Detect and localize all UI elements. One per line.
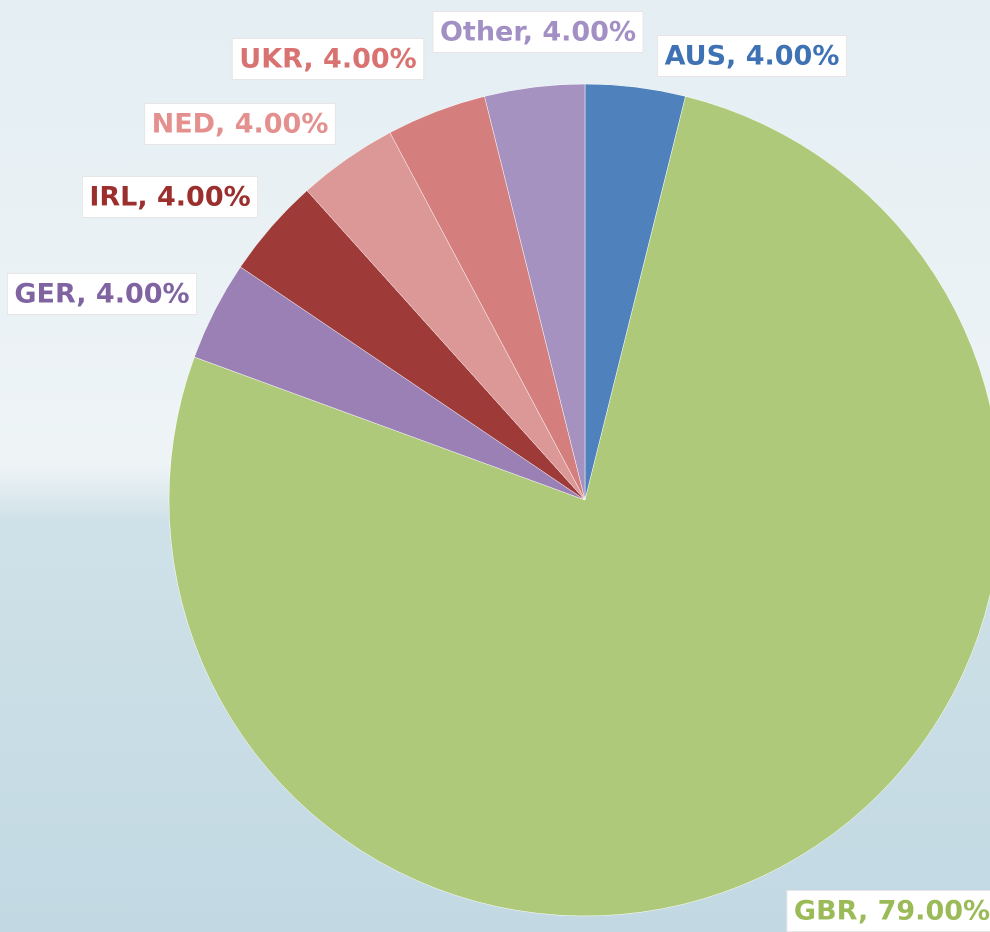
pie — [169, 84, 990, 916]
data-label: UKR, 4.00% — [239, 44, 416, 75]
data-label: IRL, 4.00% — [89, 182, 250, 213]
data-label: GBR, 79.00% — [794, 896, 990, 927]
data-label: GER, 4.00% — [14, 279, 189, 310]
data-label: NED, 4.00% — [152, 109, 329, 140]
data-label: Other, 4.00% — [440, 17, 636, 48]
data-label: AUS, 4.00% — [665, 41, 840, 72]
chart: AUS, 4.00% GBR, 79.00% GER, 4.00% IRL, 4.00… — [0, 0, 990, 932]
